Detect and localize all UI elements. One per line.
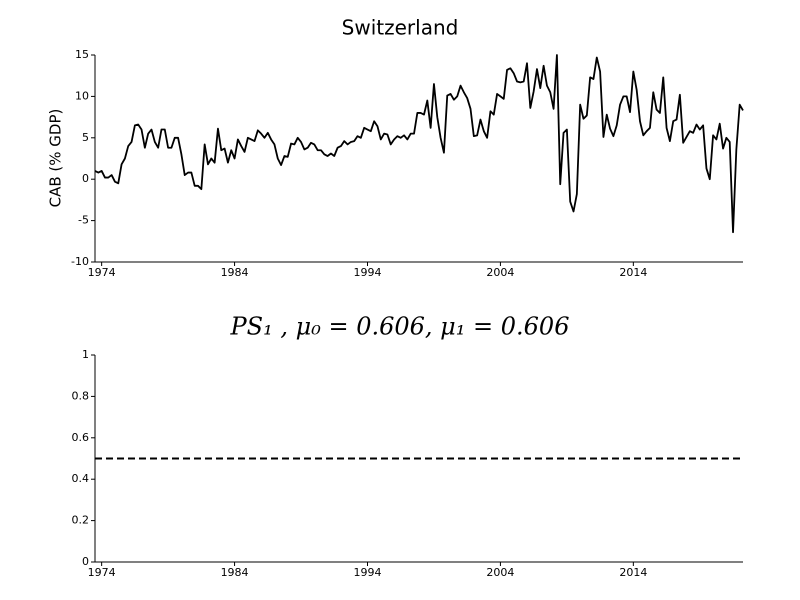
x-tick-label: 1994 bbox=[353, 566, 381, 579]
x-tick-label: 1984 bbox=[221, 266, 249, 279]
y-tick-label: 0.4 bbox=[72, 472, 90, 485]
y-tick-label: 1 bbox=[82, 348, 89, 361]
x-tick-label: 2004 bbox=[486, 266, 514, 279]
x-tick-label: 1984 bbox=[221, 566, 249, 579]
x-tick-label: 2004 bbox=[486, 566, 514, 579]
y-tick-label: 10 bbox=[75, 89, 89, 102]
y-tick-label: 15 bbox=[75, 48, 89, 61]
data-line bbox=[94, 54, 744, 234]
y-tick-label: 0.2 bbox=[72, 514, 90, 527]
y-tick-label: 0.8 bbox=[72, 389, 90, 402]
y-axis-label: CAB (% GDP) bbox=[47, 109, 65, 208]
x-tick-label: 2014 bbox=[619, 566, 647, 579]
x-tick-label: 1974 bbox=[88, 266, 116, 279]
x-tick-label: 1994 bbox=[353, 266, 381, 279]
x-tick-label: 1974 bbox=[88, 566, 116, 579]
y-tick-label: 0 bbox=[82, 555, 89, 568]
y-tick-label: -5 bbox=[78, 214, 89, 227]
y-tick-label: 5 bbox=[82, 131, 89, 144]
y-tick-label: 0 bbox=[82, 172, 89, 185]
chart-title: PS₁ , μ₀ = 0.606, μ₁ = 0.606 bbox=[230, 313, 570, 341]
y-tick-label: 0.6 bbox=[72, 431, 90, 444]
chart-title: Switzerland bbox=[342, 16, 459, 40]
y-tick-label: -10 bbox=[71, 255, 89, 268]
x-tick-label: 2014 bbox=[619, 266, 647, 279]
